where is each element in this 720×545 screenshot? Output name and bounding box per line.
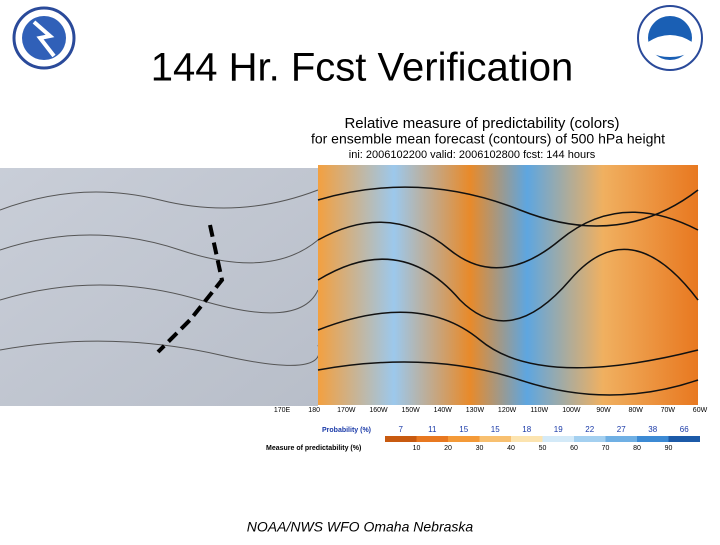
probability-value: 11 bbox=[428, 425, 437, 434]
color-swatch bbox=[416, 436, 448, 442]
longitude-label: 60W bbox=[693, 407, 708, 414]
predictability-map bbox=[317, 165, 699, 405]
longitude-label: 140W bbox=[434, 407, 453, 414]
measure-value: 20 bbox=[444, 445, 452, 452]
probability-value: 15 bbox=[459, 425, 468, 434]
measure-value: 80 bbox=[633, 445, 641, 452]
longitude-label: 160W bbox=[369, 407, 388, 414]
map-title-line: for ensemble mean forecast (contours) of… bbox=[311, 131, 665, 147]
color-swatch bbox=[385, 436, 417, 442]
probability-value: 22 bbox=[585, 425, 594, 434]
probability-value: 38 bbox=[648, 425, 657, 434]
longitude-label: 170W bbox=[337, 407, 356, 414]
longitude-label: 70W bbox=[661, 407, 676, 414]
color-swatch bbox=[448, 436, 480, 442]
probability-label: Probability (%) bbox=[322, 427, 371, 434]
nws-logo bbox=[12, 6, 76, 70]
map-title-line: ini: 2006102200 valid: 2006102800 fcst: … bbox=[349, 149, 596, 161]
measure-value: 40 bbox=[507, 445, 515, 452]
noaa-logo bbox=[637, 5, 703, 71]
longitude-label: 150W bbox=[401, 407, 420, 414]
probability-value: 15 bbox=[491, 425, 500, 434]
analysis-map bbox=[0, 168, 320, 406]
longitude-label: 120W bbox=[498, 407, 517, 414]
map-annotations: Relative measure of predictability (colo… bbox=[274, 115, 708, 414]
color-swatch bbox=[542, 436, 574, 442]
probability-value: 19 bbox=[554, 425, 563, 434]
probability-value: 18 bbox=[522, 425, 531, 434]
probability-value: 7 bbox=[399, 425, 404, 434]
color-swatch bbox=[574, 436, 606, 442]
longitude-label: 110W bbox=[530, 407, 548, 414]
measure-value: 70 bbox=[602, 445, 610, 452]
longitude-label: 100W bbox=[562, 407, 581, 414]
measure-label: Measure of predictability (%) bbox=[266, 445, 361, 452]
measure-value: 50 bbox=[539, 445, 547, 452]
longitude-label: 90W bbox=[596, 407, 611, 414]
color-swatch bbox=[511, 436, 543, 442]
longitude-label: 80W bbox=[628, 407, 643, 414]
probability-value: 66 bbox=[680, 425, 689, 434]
measure-value: 10 bbox=[413, 445, 421, 452]
longitude-label: 180 bbox=[308, 407, 320, 414]
map-title-line: Relative measure of predictability (colo… bbox=[344, 115, 619, 132]
color-swatch bbox=[668, 436, 700, 442]
probability-value: 27 bbox=[617, 425, 626, 434]
colorbar: Probability (%) 7 11 15 15 18 19 22 27 38 66 Measur… bbox=[266, 425, 700, 452]
measure-value: 60 bbox=[570, 445, 578, 452]
measure-value: 30 bbox=[476, 445, 484, 452]
color-swatch bbox=[637, 436, 669, 442]
footer: NOAA/NWS WFO Omaha Nebraska bbox=[247, 519, 474, 535]
measure-value: 90 bbox=[665, 445, 673, 452]
color-swatch bbox=[605, 436, 637, 442]
slide-title: 144 Hr. Fcst Verification bbox=[151, 46, 573, 90]
longitude-label: 130W bbox=[466, 407, 485, 414]
longitude-label: 170E bbox=[274, 407, 291, 414]
color-swatch bbox=[479, 436, 511, 442]
